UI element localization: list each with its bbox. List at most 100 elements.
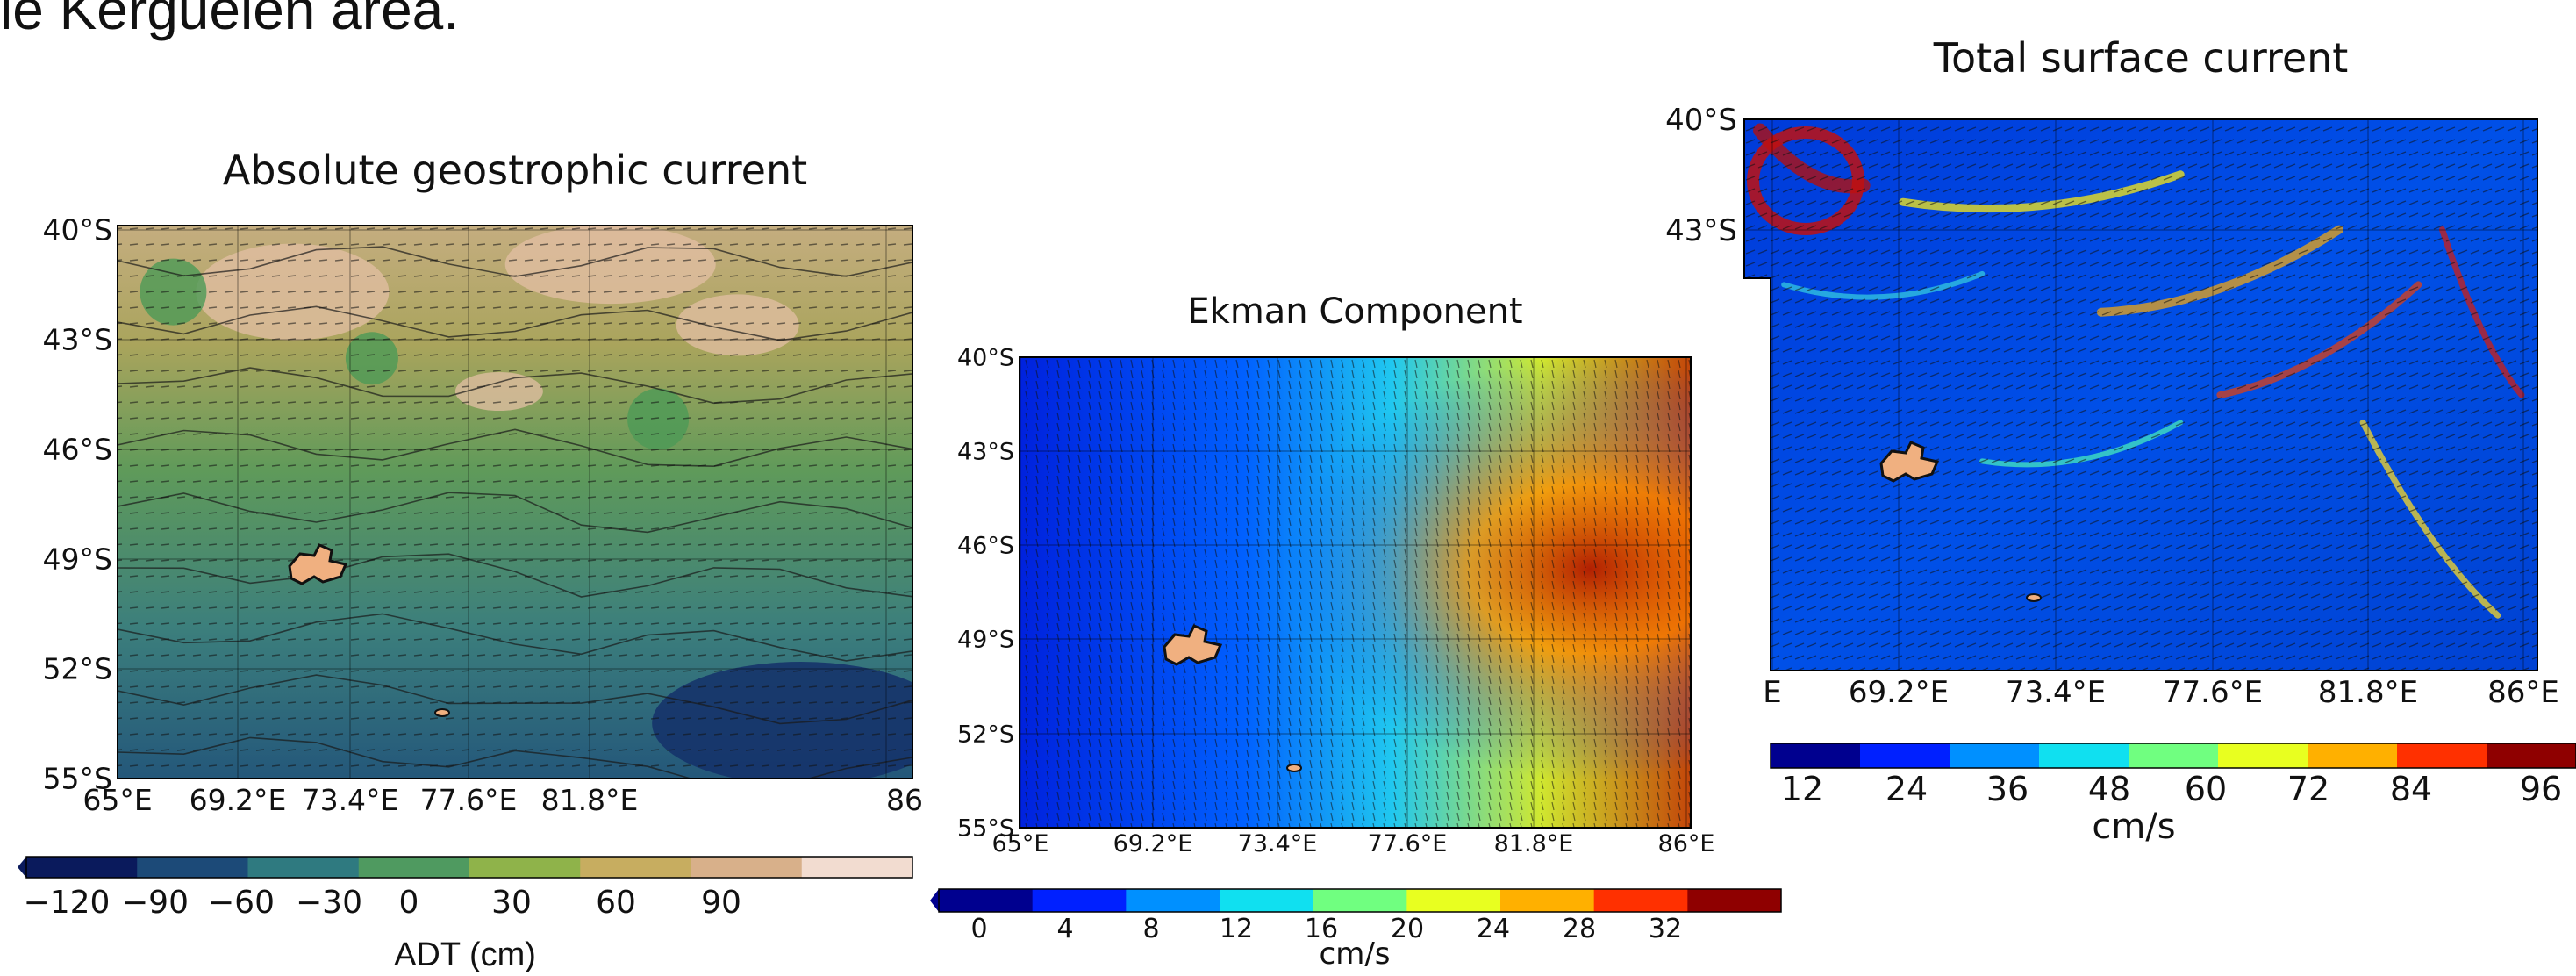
geostrophic-colorbar-segment bbox=[358, 857, 470, 878]
geostrophic-colorbar-segment bbox=[469, 857, 581, 878]
ekman-colorbar-segment bbox=[1220, 889, 1314, 912]
geostrophic-x-tick-label: 69.2°E bbox=[190, 783, 287, 817]
ekman-x-tick-label: 77.6°E bbox=[1368, 830, 1448, 858]
total-colorbar-tick-label: 96 bbox=[2520, 770, 2562, 808]
ekman-y-tick-label: 52°S bbox=[957, 721, 1014, 748]
ekman-colorbar-segment bbox=[1500, 889, 1595, 912]
ekman-x-tick-label: 69.2°E bbox=[1113, 830, 1193, 858]
ekman-colorbar-tick-label: 24 bbox=[1477, 914, 1510, 944]
total-colorbar-tick-label: 24 bbox=[1885, 770, 1928, 808]
geostrophic-x-tick-label: 86 bbox=[886, 783, 923, 817]
total-x-tick-label: 69.2°E bbox=[1849, 675, 1949, 710]
total-colorbar-segment bbox=[1860, 743, 1950, 768]
ekman-colorbar: 0 4 8 12 16 20 24 28 32 cm/s bbox=[930, 888, 1782, 972]
ekman-y-tick-label: 43°S bbox=[957, 438, 1014, 465]
geostrophic-panel: Absolute geostrophic current 65°E 69.2°E 73… bbox=[18, 147, 923, 973]
geostrophic-kerguelen-island bbox=[288, 543, 348, 585]
total-colorbar-segment bbox=[2487, 743, 2576, 768]
geostrophic-colorbar-tick-label: −60 bbox=[208, 885, 275, 921]
geostrophic-title: Absolute geostrophic current bbox=[223, 147, 807, 194]
total-x-tick-label: 86°E bbox=[2487, 675, 2559, 710]
ekman-y-tick-label: 46°S bbox=[957, 532, 1014, 559]
geostrophic-map-field bbox=[118, 226, 912, 779]
ekman-x-tick-label: 73.4°E bbox=[1238, 830, 1318, 858]
geostrophic-x-tick-label: 77.6°E bbox=[420, 783, 518, 817]
ekman-colorbar-segment bbox=[1032, 889, 1127, 912]
total-colorbar-segment bbox=[2218, 743, 2308, 768]
geostrophic-colorbar-tick-label: 90 bbox=[701, 885, 741, 921]
geostrophic-colorbar-tick-label: −120 bbox=[24, 885, 111, 921]
geostrophic-y-tick-label: 46°S bbox=[43, 433, 112, 467]
total-colorbar-segment bbox=[2308, 743, 2398, 768]
total-colorbar-segment bbox=[2397, 743, 2487, 768]
total-colorbar-segment bbox=[2039, 743, 2129, 768]
ekman-colorbar-tick-label: 32 bbox=[1649, 914, 1682, 944]
ekman-colorbar-extend-left bbox=[939, 889, 983, 912]
slide-caption: le Kerguelen area. bbox=[0, 0, 460, 41]
ekman-colorbar-tick-label: 20 bbox=[1391, 914, 1424, 944]
ekman-panel: Ekman Component 65°E 69.2°E 73.4°E 77.6°E 81.… bbox=[930, 291, 1782, 972]
total-panel: Total surface current E 69.2°E 73.4°E 77.6°E… bbox=[1665, 34, 2576, 847]
geostrophic-x-tick-label: 73.4°E bbox=[302, 783, 399, 817]
geostrophic-y-tick-label: 49°S bbox=[43, 542, 112, 577]
geostrophic-y-tick-label: 43°S bbox=[43, 323, 112, 357]
total-colorbar-frame bbox=[1770, 743, 2576, 769]
geostrophic-colorbar-tick-label: 60 bbox=[596, 885, 636, 921]
ekman-y-tick-label: 49°S bbox=[957, 626, 1014, 653]
ekman-kerguelen-island bbox=[1163, 624, 1223, 666]
geostrophic-colorbar: −120 −90 −60 −30 0 30 60 90 ADT (cm) bbox=[18, 856, 913, 973]
total-colorbar-tick-label: 48 bbox=[2088, 770, 2130, 808]
geostrophic-colorbar-tick-label: −90 bbox=[122, 885, 189, 921]
ekman-colorbar-segment bbox=[1406, 889, 1501, 912]
total-colorbar-tick-label: 60 bbox=[2185, 770, 2227, 808]
geostrophic-y-tick-label: 52°S bbox=[43, 652, 112, 686]
total-x-tick-label: 73.4°E bbox=[2006, 675, 2106, 710]
total-x-tick-label: 81.8°E bbox=[2318, 675, 2418, 710]
geostrophic-colorbar-tick-label: 0 bbox=[399, 885, 419, 921]
total-heard-island bbox=[2026, 593, 2042, 602]
ekman-colorbar-tick-label: 28 bbox=[1563, 914, 1596, 944]
total-plot-frame bbox=[1743, 118, 2538, 671]
ekman-colorbar-segment bbox=[1593, 889, 1688, 912]
ekman-quiver-arrows bbox=[1020, 357, 1691, 828]
total-colorbar-tick-label: 36 bbox=[1986, 770, 2029, 808]
total-quiver-arrows bbox=[1744, 119, 2537, 671]
total-colorbar-label: cm/s bbox=[2092, 807, 2175, 847]
ekman-colorbar-tick-label: 12 bbox=[1220, 914, 1253, 944]
total-y-tick-label: 40°S bbox=[1665, 103, 1737, 138]
ekman-y-tick-label: 55°S bbox=[957, 815, 1014, 842]
total-colorbar-tick-label: 84 bbox=[2390, 770, 2432, 808]
ekman-x-tick-label: 81.8°E bbox=[1494, 830, 1574, 858]
ekman-colorbar-frame bbox=[938, 888, 1782, 913]
ekman-title: Ekman Component bbox=[1187, 291, 1522, 332]
ekman-colorbar-label: cm/s bbox=[1320, 937, 1391, 972]
total-map-field bbox=[1744, 119, 2537, 671]
geostrophic-quiver-arrows bbox=[118, 226, 912, 779]
ekman-colorbar-segment bbox=[1126, 889, 1220, 912]
geostrophic-colorbar-frame bbox=[25, 856, 913, 879]
total-colorbar-segment bbox=[1950, 743, 2040, 768]
total-kerguelen-island bbox=[1879, 441, 1940, 483]
geostrophic-colorbar-segment bbox=[691, 857, 803, 878]
geostrophic-colorbar-tick-label: −30 bbox=[296, 885, 362, 921]
ekman-map-field bbox=[1020, 357, 1691, 828]
geostrophic-colorbar-segment bbox=[580, 857, 691, 878]
total-colorbar-segment bbox=[2129, 743, 2219, 768]
geostrophic-colorbar-segment bbox=[801, 857, 913, 878]
ekman-x-tick-label: 65°E bbox=[992, 830, 1049, 858]
ekman-heard-island bbox=[1286, 764, 1302, 772]
geostrophic-colorbar-extend-left bbox=[26, 857, 70, 878]
ekman-colorbar-tick-label: 8 bbox=[1142, 914, 1159, 944]
total-title: Total surface current bbox=[1933, 34, 2349, 82]
geostrophic-colorbar-label: ADT (cm) bbox=[394, 937, 536, 973]
ekman-colorbar-tick-label: 4 bbox=[1056, 914, 1073, 944]
geostrophic-colorbar-segment bbox=[137, 857, 248, 878]
ekman-colorbar-tick-label: 16 bbox=[1305, 914, 1338, 944]
total-colorbar-segment bbox=[1771, 743, 1861, 768]
ekman-colorbar-tick-label: 0 bbox=[970, 914, 987, 944]
total-y-tick-label: 43°S bbox=[1665, 213, 1737, 248]
geostrophic-colorbar-tick-label: 30 bbox=[491, 885, 532, 921]
total-colorbar-tick-label: 12 bbox=[1781, 770, 1823, 808]
total-x-tick-label: E bbox=[1763, 675, 1781, 710]
